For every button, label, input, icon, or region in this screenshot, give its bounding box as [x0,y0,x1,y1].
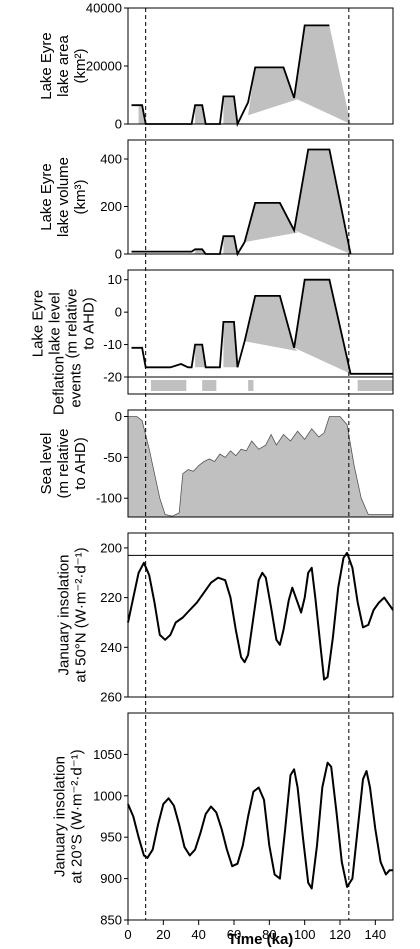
level-ylabel-line-2: (m relative [64,288,81,358]
volume-fill-3 [294,149,351,254]
x-tick-label-1: 20 [156,927,170,942]
area-ylabel-line-1: lake area [55,34,72,96]
x-tick-label-6: 120 [329,927,351,942]
x-tick-label-3: 60 [227,927,241,942]
level-ytick-label-1: -10 [103,337,122,352]
ins50-ylabel-line-1: at 50°N (W·m⁻²·d⁻¹) [73,547,90,682]
ins50-frame [127,532,394,698]
area-ytick-label-0: 0 [115,117,122,132]
deflation-bar-3 [357,380,393,391]
ins50-ylabel-line-0: January insolation [56,555,73,676]
volume-ylabel-line-0: Lake Eyre [38,163,55,231]
volume-ytick-label-1: 200 [100,199,122,214]
level-fill-3 [294,279,351,374]
deflation-bar-0 [150,380,187,391]
level-line [131,278,393,375]
area-fill-3 [248,67,298,116]
deflation-ylabel-line-0: Deflation [51,356,68,415]
sea-ylabel-line-2: to AHD) [72,437,89,490]
volume-ylabel: Lake Eyrelake volume(km³) [38,157,89,237]
ins50-line [127,551,394,681]
ins20-line [127,761,393,890]
level-ylabel-line-1: lake level [47,292,64,355]
sea-ylabel: Sea level(m relativeto AHD) [38,428,89,498]
ins50-ylabel: January insolationat 50°N (W·m⁻²·d⁻¹) [56,547,90,682]
sea-level-area [127,416,394,518]
deflation-frame [127,376,394,395]
deflation-bar-1 [202,380,217,391]
deflation-ylabel: Deflationevents [51,356,85,415]
deflation-ylabel-line-1: events [68,363,85,407]
sea-ylabel-line-1: (m relative [55,428,72,498]
volume-ytick-label-0: 0 [115,247,122,262]
ins20-ylabel-line-0: January insolation [52,756,69,877]
x-tick-label-2: 40 [191,927,205,942]
area-fill-4 [294,25,351,124]
ins50-ytick-label-3: 260 [100,690,122,705]
volume-ylabel-line-2: (km³) [72,180,89,215]
ins20-ytick-label-3: 1000 [93,788,122,803]
area-ylabel-line-0: Lake Eyre [38,32,55,100]
ins20-ylabel-line-1: at 20°S (W·m⁻²·d⁻¹) [69,749,86,883]
volume-ytick-label-2: 400 [100,152,122,167]
ins20-frame [127,712,394,921]
x-tick-label-4: 80 [262,927,276,942]
ins20-ytick-label-0: 850 [100,913,122,928]
area-ytick-label-1: 20000 [86,59,122,74]
x-tick-label-5: 100 [294,927,316,942]
level-ytick-label-2: 0 [115,305,122,320]
ins50-ytick-label-0: 200 [100,540,122,555]
area-ytick-label-2: 40000 [86,1,122,16]
level-fill-2 [244,295,298,352]
ins20-ytick-label-4: 1050 [93,747,122,762]
sea-ylabel-line-0: Sea level [38,433,55,495]
volume-line [131,148,352,257]
level-ylabel-line-0: Lake Eyre [30,290,47,358]
ins50-ytick-label-1: 220 [100,590,122,605]
volume-ylabel-line-1: lake volume [55,157,72,237]
level-ylabel: Lake Eyrelake level(m relativeto AHD) [30,288,98,358]
ins50-ytick-label-2: 240 [100,640,122,655]
deflation-bar-2 [248,380,254,391]
sea-frame [127,409,394,518]
sea-ytick-label-2: -100 [96,491,122,506]
ins20-ytick-label-2: 950 [100,830,122,845]
ins20-ytick-label-1: 900 [100,871,122,886]
x-axis-label: Time (ka) [228,931,294,948]
volume-frame [127,139,394,255]
x-tick-label-7: 140 [364,927,386,942]
level-ytick-label-0: -20 [103,370,122,385]
sea-ytick-label-0: 0 [115,409,122,424]
x-tick-label-0: 0 [124,927,131,942]
area-ylabel-line-2: (km²) [72,49,89,84]
level-ytick-label-3: 10 [108,272,122,287]
ins20-ylabel: January insolationat 20°S (W·m⁻²·d⁻¹) [52,749,86,883]
area-ylabel: Lake Eyrelake area(km²) [38,32,89,100]
sea-ytick-label-1: -50 [103,450,122,465]
level-ylabel-line-3: to AHD) [81,297,98,350]
